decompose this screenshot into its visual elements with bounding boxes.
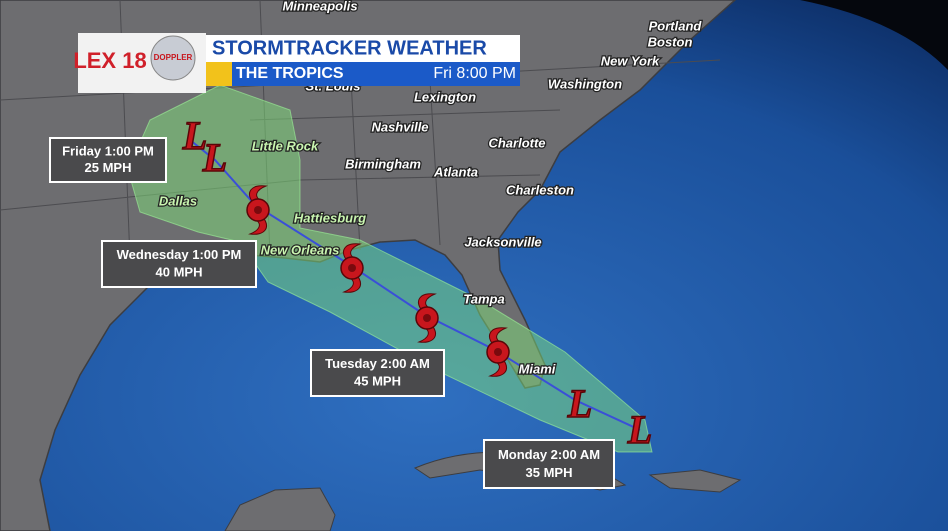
low-marker: L bbox=[627, 407, 652, 452]
callout-time: Monday 2:00 AM bbox=[498, 447, 600, 462]
storm-tail bbox=[488, 327, 508, 377]
city-label: Lexington bbox=[414, 89, 476, 104]
storm-icon bbox=[486, 327, 510, 377]
city-label: Dallas bbox=[159, 193, 197, 208]
storm-icon bbox=[246, 185, 270, 235]
callout-box bbox=[49, 137, 167, 183]
callout-box bbox=[310, 349, 445, 397]
city-label: Atlanta bbox=[433, 164, 478, 179]
header: LEX 18 DOPPLER STORMTRACKER WEATHER THE … bbox=[73, 33, 520, 93]
callout-speed: 45 MPH bbox=[354, 374, 401, 389]
storm-tail bbox=[417, 293, 437, 343]
city-label: Washington bbox=[548, 76, 622, 91]
city-label: Birmingham bbox=[345, 156, 421, 171]
city-label: Hattiesburg bbox=[294, 210, 366, 225]
land-yucatan bbox=[224, 487, 336, 531]
city-label: New York bbox=[601, 53, 660, 68]
logo-radar bbox=[150, 35, 196, 81]
storm-center bbox=[254, 206, 262, 214]
storm-tail bbox=[248, 185, 268, 235]
low-marker: L bbox=[182, 113, 207, 158]
low-marker: L bbox=[567, 381, 592, 426]
storm-track bbox=[189, 139, 641, 431]
subtitle-bar bbox=[206, 62, 520, 86]
city-label: Little Rock bbox=[252, 138, 319, 153]
callout-speed: 40 MPH bbox=[156, 265, 203, 280]
logo: LEX 18 bbox=[73, 48, 146, 73]
callout-time: Wednesday 1:00 PM bbox=[117, 247, 242, 262]
city-label: Boston bbox=[648, 34, 693, 49]
accent-stripe bbox=[206, 62, 232, 86]
time: Fri 8:00 PM bbox=[433, 65, 516, 82]
city-label: Miami bbox=[519, 361, 556, 376]
city-label: Tampa bbox=[463, 291, 504, 306]
storm-tail bbox=[342, 243, 362, 293]
city-label: Nashville bbox=[371, 119, 428, 134]
storm-icon bbox=[340, 243, 364, 293]
city-label: New Orleans bbox=[261, 242, 340, 257]
city-label: Portland bbox=[649, 18, 703, 33]
storm-center bbox=[348, 264, 356, 272]
title: STORMTRACKER WEATHER bbox=[212, 37, 487, 59]
callout-box bbox=[483, 439, 615, 489]
city-label: Jacksonville bbox=[464, 234, 541, 249]
land-hispaniola bbox=[648, 469, 742, 493]
callout-speed: 35 MPH bbox=[526, 465, 573, 480]
title-bar bbox=[206, 35, 520, 62]
callout-time: Tuesday 2:00 AM bbox=[325, 356, 430, 371]
city-label: Charleston bbox=[506, 182, 574, 197]
city-label: Charlotte bbox=[488, 135, 545, 150]
storm-center bbox=[494, 348, 502, 356]
space bbox=[800, 0, 948, 70]
city-label: Minneapolis bbox=[282, 0, 357, 13]
logo-badge: DOPPLER bbox=[154, 53, 193, 62]
callout-speed: 25 MPH bbox=[85, 160, 132, 175]
callout-box bbox=[101, 240, 257, 288]
callout-time: Friday 1:00 PM bbox=[62, 144, 154, 159]
storm-center bbox=[423, 314, 431, 322]
low-marker: L bbox=[202, 135, 227, 180]
storm-icon bbox=[415, 293, 439, 343]
subtitle: THE TROPICS bbox=[236, 65, 344, 82]
